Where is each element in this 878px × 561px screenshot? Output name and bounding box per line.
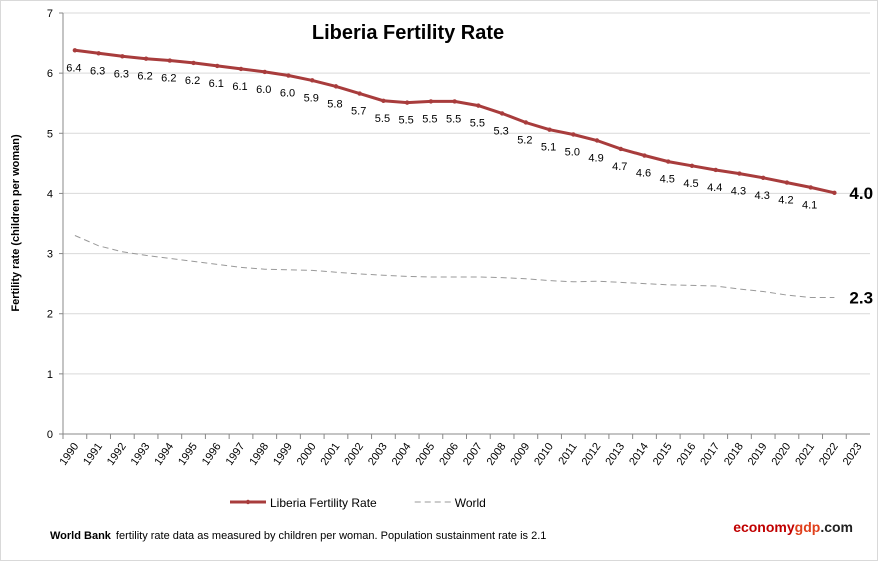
point bbox=[808, 185, 813, 190]
point bbox=[404, 100, 410, 105]
point bbox=[143, 56, 149, 61]
value-label: 5.5 bbox=[375, 113, 390, 125]
legend-label: World bbox=[455, 496, 486, 510]
value-label: 4.1 bbox=[802, 199, 817, 211]
brand: economygdp.com bbox=[733, 519, 853, 535]
value-label: 4.5 bbox=[660, 174, 675, 186]
footnote: World Bank fertility rate data as measure… bbox=[50, 530, 546, 542]
point bbox=[262, 69, 267, 75]
footnote-bold: World Bank bbox=[50, 530, 112, 542]
legend-label: Liberia Fertility Rate bbox=[270, 496, 377, 510]
y-tick-label: 5 bbox=[47, 128, 53, 140]
value-label: 4.9 bbox=[588, 153, 603, 165]
point bbox=[737, 171, 742, 176]
point bbox=[618, 146, 623, 152]
value-label: 6.1 bbox=[209, 78, 224, 90]
point bbox=[760, 175, 766, 180]
brand-part: gdp bbox=[795, 519, 821, 535]
value-label: 5.5 bbox=[470, 118, 485, 130]
series-line bbox=[74, 235, 835, 298]
value-label: 6.1 bbox=[232, 81, 247, 93]
end-label: 2.3 bbox=[849, 288, 873, 307]
point bbox=[713, 167, 718, 173]
point bbox=[499, 111, 505, 116]
value-label: 6.2 bbox=[185, 75, 200, 87]
y-tick-label: 3 bbox=[47, 249, 53, 261]
value-label: 5.5 bbox=[422, 113, 437, 125]
point bbox=[72, 48, 78, 53]
point bbox=[215, 63, 220, 69]
y-tick-label: 6 bbox=[47, 68, 53, 80]
value-label: 5.7 bbox=[351, 106, 366, 118]
value-label: 4.3 bbox=[731, 186, 746, 198]
brand-part: .com bbox=[820, 519, 853, 535]
y-tick-label: 0 bbox=[47, 429, 53, 441]
point bbox=[547, 127, 552, 132]
value-label: 4.4 bbox=[707, 182, 722, 194]
value-label: 4.7 bbox=[612, 161, 627, 173]
point bbox=[571, 132, 576, 137]
y-axis-title: Fertility rate (children per woman) bbox=[10, 134, 22, 312]
point bbox=[784, 180, 790, 185]
y-tick-label: 1 bbox=[47, 369, 53, 381]
value-label: 4.5 bbox=[683, 178, 698, 190]
value-label: 6.2 bbox=[137, 71, 152, 83]
value-label: 5.5 bbox=[446, 113, 461, 125]
point bbox=[689, 163, 695, 168]
value-label: 5.8 bbox=[327, 98, 342, 110]
value-label: 4.2 bbox=[778, 195, 793, 207]
point bbox=[666, 159, 671, 164]
end-label: 4.0 bbox=[849, 184, 873, 203]
point bbox=[642, 153, 647, 158]
legend-marker bbox=[245, 499, 251, 505]
value-label: 5.5 bbox=[399, 115, 414, 127]
value-label: 5.9 bbox=[304, 92, 319, 104]
point bbox=[428, 99, 434, 104]
value-label: 6.0 bbox=[256, 84, 271, 96]
value-label: 4.3 bbox=[755, 190, 770, 202]
value-label: 5.1 bbox=[541, 142, 556, 154]
point bbox=[476, 103, 481, 108]
value-label: 5.2 bbox=[517, 134, 532, 146]
value-label: 5.0 bbox=[565, 146, 580, 158]
brand-part: economy bbox=[733, 519, 795, 535]
point bbox=[452, 99, 457, 104]
y-tick-label: 4 bbox=[47, 188, 53, 200]
y-tick-label: 2 bbox=[47, 309, 53, 321]
point bbox=[191, 60, 196, 66]
value-label: 6.3 bbox=[114, 68, 129, 80]
point bbox=[310, 78, 315, 83]
value-label: 6.0 bbox=[280, 88, 295, 100]
point bbox=[594, 138, 600, 143]
point bbox=[120, 54, 125, 59]
chart-title: Liberia Fertility Rate bbox=[312, 22, 504, 44]
point bbox=[333, 84, 339, 89]
point bbox=[357, 91, 362, 96]
value-label: 5.3 bbox=[493, 125, 508, 137]
y-tick-label: 7 bbox=[47, 8, 53, 20]
point bbox=[286, 73, 291, 78]
value-label: 6.3 bbox=[90, 65, 105, 77]
point bbox=[167, 58, 173, 63]
point bbox=[238, 66, 244, 72]
point bbox=[523, 120, 529, 125]
value-label: 6.2 bbox=[161, 73, 176, 85]
point bbox=[381, 98, 386, 104]
value-label: 4.6 bbox=[636, 168, 651, 180]
value-label: 6.4 bbox=[66, 62, 81, 74]
point bbox=[96, 51, 101, 56]
footnote-text: fertility rate data as measured by child… bbox=[116, 530, 546, 542]
point bbox=[832, 190, 837, 196]
